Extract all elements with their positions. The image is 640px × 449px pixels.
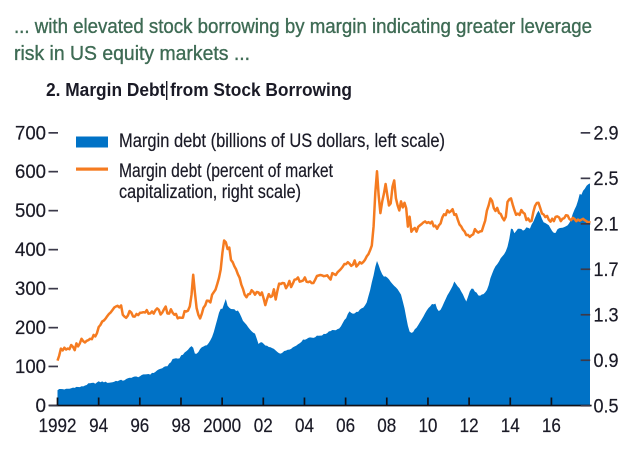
svg-text:96: 96 — [130, 415, 149, 437]
svg-text:... with elevated stock borrow: ... with elevated stock borrowing by mar… — [14, 16, 592, 38]
svg-text:2000: 2000 — [203, 415, 241, 437]
svg-text:1.3: 1.3 — [594, 304, 619, 326]
svg-text:200: 200 — [15, 317, 46, 339]
svg-text:06: 06 — [336, 415, 355, 437]
svg-text:08: 08 — [377, 415, 396, 437]
svg-text:02: 02 — [254, 415, 273, 437]
svg-text:94: 94 — [89, 415, 108, 437]
svg-text:12: 12 — [460, 415, 479, 437]
svg-text:2.5: 2.5 — [594, 168, 619, 190]
svg-text:0: 0 — [36, 395, 47, 417]
svg-text:10: 10 — [418, 415, 437, 437]
svg-text:Margin debt (billions of US do: Margin debt (billions of US dollars, lef… — [119, 131, 445, 152]
svg-text:16: 16 — [542, 415, 561, 437]
svg-text:500: 500 — [15, 200, 46, 222]
svg-text:0.9: 0.9 — [594, 350, 619, 372]
svg-text:0.5: 0.5 — [594, 395, 619, 417]
svg-text:400: 400 — [15, 239, 46, 261]
svg-text:04: 04 — [295, 415, 314, 437]
svg-text:1992: 1992 — [39, 415, 77, 437]
svg-text:14: 14 — [501, 415, 520, 437]
svg-text:100: 100 — [15, 356, 46, 378]
svg-text:300: 300 — [15, 278, 46, 300]
svg-text:98: 98 — [171, 415, 190, 437]
svg-text:2.9: 2.9 — [594, 122, 619, 144]
svg-text:risk in US equity markets ...: risk in US equity markets ... — [14, 43, 250, 65]
svg-text:2.1: 2.1 — [594, 213, 619, 235]
svg-text:700: 700 — [15, 122, 46, 144]
svg-text:600: 600 — [15, 161, 46, 183]
svg-text:1.7: 1.7 — [594, 259, 619, 281]
svg-text:Margin debt (percent of market: Margin debt (percent of market — [119, 161, 334, 182]
svg-text:capitalization, right scale): capitalization, right scale) — [119, 182, 301, 203]
svg-text:2. Margin Debt from Stock Borr: 2. Margin Debt from Stock Borrowing — [46, 79, 352, 100]
